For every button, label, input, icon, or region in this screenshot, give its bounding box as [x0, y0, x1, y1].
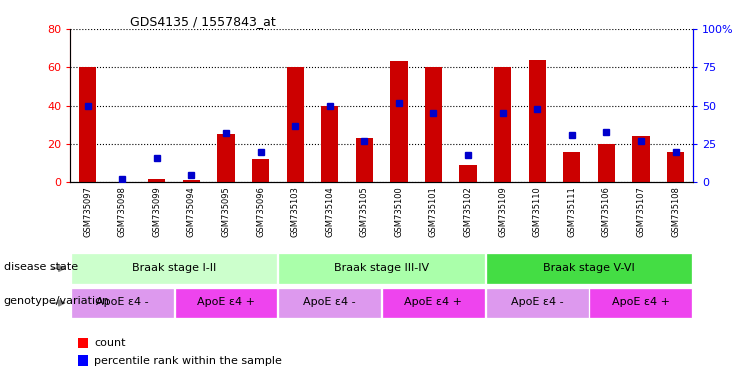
- Text: genotype/variation: genotype/variation: [4, 296, 110, 306]
- Bar: [667, 152, 684, 182]
- Text: ApoE ε4 +: ApoE ε4 +: [612, 297, 670, 307]
- Text: GSM735109: GSM735109: [498, 186, 507, 237]
- FancyBboxPatch shape: [72, 254, 276, 283]
- Text: GSM735106: GSM735106: [602, 186, 611, 237]
- Bar: [252, 159, 269, 182]
- Text: GSM735111: GSM735111: [568, 186, 576, 237]
- Bar: [287, 67, 304, 182]
- Text: ApoE ε4 +: ApoE ε4 +: [405, 297, 462, 307]
- FancyBboxPatch shape: [487, 254, 691, 283]
- Text: GSM735100: GSM735100: [394, 186, 403, 237]
- FancyBboxPatch shape: [487, 289, 588, 317]
- FancyBboxPatch shape: [72, 289, 173, 317]
- Text: GSM735110: GSM735110: [533, 186, 542, 237]
- Bar: [78, 355, 88, 366]
- Text: percentile rank within the sample: percentile rank within the sample: [94, 356, 282, 366]
- Bar: [356, 138, 373, 182]
- Text: GSM735107: GSM735107: [637, 186, 645, 237]
- Bar: [148, 179, 165, 182]
- Text: GSM735105: GSM735105: [360, 186, 369, 237]
- Text: GSM735104: GSM735104: [325, 186, 334, 237]
- Bar: [183, 180, 200, 182]
- Text: disease state: disease state: [4, 262, 78, 272]
- Text: Braak stage V-VI: Braak stage V-VI: [543, 263, 635, 273]
- FancyBboxPatch shape: [279, 289, 380, 317]
- Bar: [425, 67, 442, 182]
- Text: Braak stage I-II: Braak stage I-II: [132, 263, 216, 273]
- Text: Braak stage III-IV: Braak stage III-IV: [334, 263, 429, 273]
- Text: count: count: [94, 338, 126, 348]
- Text: GSM735094: GSM735094: [187, 186, 196, 237]
- Bar: [598, 144, 615, 182]
- Bar: [321, 106, 339, 182]
- Text: GSM735099: GSM735099: [153, 186, 162, 237]
- Text: GSM735103: GSM735103: [290, 186, 299, 237]
- Bar: [79, 67, 96, 182]
- Text: GSM735101: GSM735101: [429, 186, 438, 237]
- Bar: [459, 165, 476, 182]
- Text: GSM735108: GSM735108: [671, 186, 680, 237]
- Text: GSM735102: GSM735102: [464, 186, 473, 237]
- Text: ApoE ε4 +: ApoE ε4 +: [197, 297, 255, 307]
- Text: ApoE ε4 -: ApoE ε4 -: [303, 297, 356, 307]
- Text: GSM735095: GSM735095: [222, 186, 230, 237]
- Text: GSM735098: GSM735098: [118, 186, 127, 237]
- FancyBboxPatch shape: [591, 289, 691, 317]
- FancyBboxPatch shape: [383, 289, 484, 317]
- Bar: [494, 67, 511, 182]
- Bar: [528, 60, 546, 182]
- Bar: [563, 152, 580, 182]
- Text: GSM735096: GSM735096: [256, 186, 265, 237]
- Text: ApoE ε4 -: ApoE ε4 -: [511, 297, 564, 307]
- Bar: [217, 134, 235, 182]
- FancyBboxPatch shape: [176, 289, 276, 317]
- Text: ApoE ε4 -: ApoE ε4 -: [96, 297, 149, 307]
- Bar: [632, 136, 650, 182]
- Text: GDS4135 / 1557843_at: GDS4135 / 1557843_at: [130, 15, 276, 28]
- Text: GSM735097: GSM735097: [83, 186, 92, 237]
- FancyBboxPatch shape: [279, 254, 484, 283]
- Bar: [391, 61, 408, 182]
- Bar: [78, 338, 88, 349]
